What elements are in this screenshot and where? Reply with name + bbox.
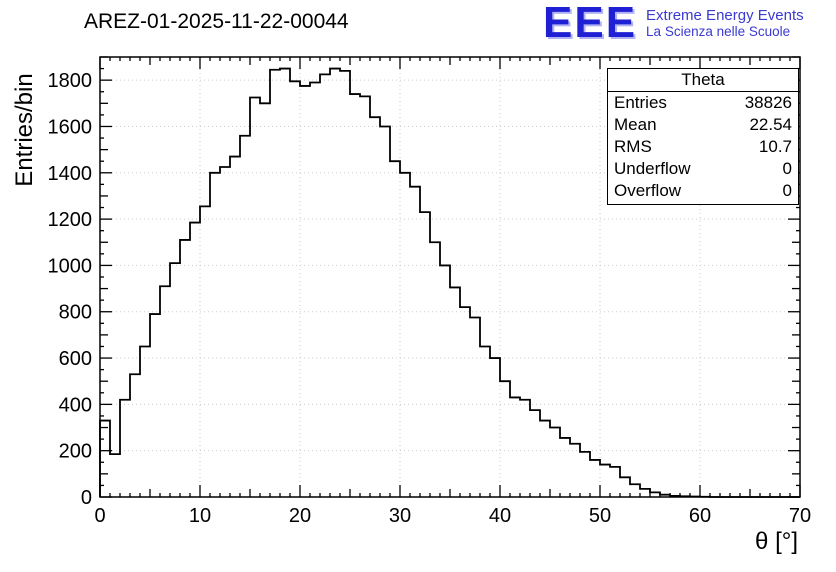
page-title: AREZ-01-2025-11-22-00044: [84, 10, 349, 33]
stats-label: Underflow: [614, 159, 691, 178]
y-tick-label: 1200: [48, 209, 93, 231]
y-tick-label: 600: [59, 348, 92, 370]
histogram-line: [99, 67, 800, 498]
x-tick-label: 70: [789, 505, 811, 527]
y-tick-label: 800: [59, 302, 92, 324]
x-tick-label: 10: [189, 505, 211, 527]
logo-subtitle-2: La Scienza nelle Scuole: [646, 24, 791, 39]
x-tick-label: 30: [389, 505, 411, 527]
eee-logo-subtitles: Extreme Energy Events La Scienza nelle S…: [646, 7, 804, 40]
stats-label: Entries: [614, 93, 667, 112]
x-tick-label: 40: [489, 505, 511, 527]
y-tick-label: 1800: [48, 70, 93, 92]
x-tick-label: 60: [689, 505, 711, 527]
stats-box: Theta Entries 38826 Mean 22.54 RMS 10.7 …: [607, 68, 799, 205]
stats-label: RMS: [614, 137, 652, 156]
y-tick-label: 200: [59, 441, 92, 463]
stats-label: Mean: [614, 115, 657, 134]
stats-value: 22.54: [749, 115, 792, 134]
y-tick-label: 1000: [48, 255, 93, 277]
logo-subtitle-1: Extreme Energy Events: [646, 7, 804, 24]
stats-label: Overflow: [614, 181, 682, 200]
stats-value: 0: [782, 181, 792, 200]
y-tick-label: 1600: [48, 116, 93, 138]
y-tick-label: 0: [81, 487, 92, 509]
stats-value: 10.7: [758, 137, 792, 156]
stats-row-underflow: Underflow 0: [608, 158, 798, 180]
y-tick-label: 400: [59, 394, 92, 416]
stats-value: 38826: [744, 93, 792, 112]
x-tick-label: 50: [589, 505, 611, 527]
stats-row-mean: Mean 22.54: [608, 114, 798, 136]
stats-row-entries: Entries 38826: [608, 92, 798, 114]
y-axis-title: Entries/bin: [11, 73, 38, 186]
y-tick-label: 1400: [48, 163, 93, 185]
stats-box-title: Theta: [608, 69, 798, 92]
eee-logo: EEE Extreme Energy Events La Scienza nel…: [543, 0, 804, 47]
stats-row-overflow: Overflow 0: [608, 180, 798, 202]
x-tick-label: 20: [289, 505, 311, 527]
x-axis-title: θ [°]: [755, 528, 798, 555]
x-tick-label: 0: [94, 505, 105, 527]
eee-logo-letters: EEE: [543, 0, 638, 47]
stats-row-rms: RMS 10.7: [608, 136, 798, 158]
stats-value: 0: [782, 159, 792, 178]
